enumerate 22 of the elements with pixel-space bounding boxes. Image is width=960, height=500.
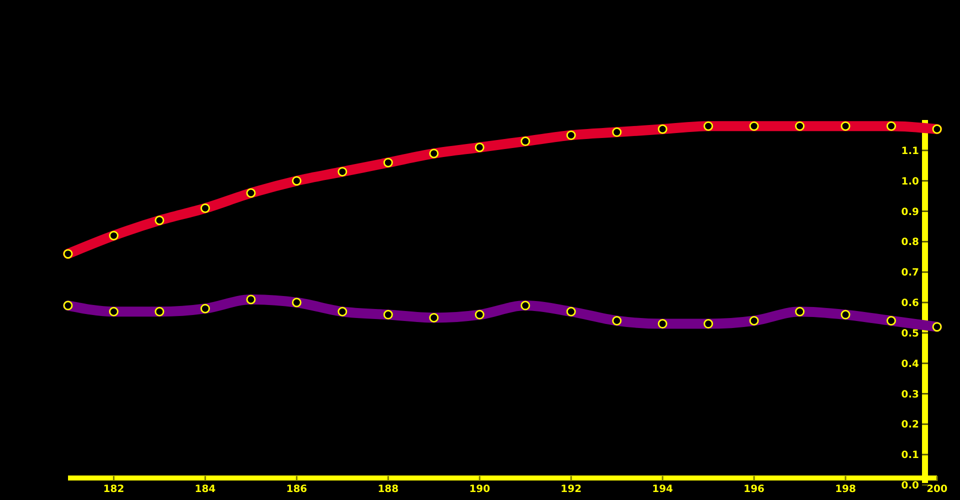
x-tick-label: 184 (194, 484, 216, 495)
y-tick-label: 0.0 (901, 480, 920, 492)
x-tick-label: 182 (103, 484, 124, 495)
y-tick-label: 0.3 (901, 389, 920, 400)
y-tick-label: 0.8 (901, 237, 920, 248)
y-tick-label: 0.7 (901, 268, 920, 279)
x-tick-label: 190 (469, 484, 490, 495)
x-tick-label: 198 (835, 484, 856, 495)
y-tick-label: 0.2 (901, 420, 920, 431)
x-tick-label: 196 (744, 484, 765, 495)
y-tick-label: 0.9 (901, 206, 920, 218)
y-tick-label: 0.1 (901, 450, 920, 462)
x-tick-label: 186 (286, 484, 308, 495)
x-tick-label: 188 (378, 484, 399, 495)
y-tick-label: 0.5 (901, 328, 920, 340)
x-tick-label: 192 (560, 484, 582, 495)
x-tick-label: 200 (926, 484, 948, 495)
y-tick-label: 0.4 (901, 358, 920, 370)
y-tick-label: 1.1 (901, 146, 920, 157)
y-tick-label: 1.0 (901, 176, 920, 188)
x-tick-label: 194 (652, 484, 674, 495)
y-tick-label: 0.6 (901, 298, 920, 309)
